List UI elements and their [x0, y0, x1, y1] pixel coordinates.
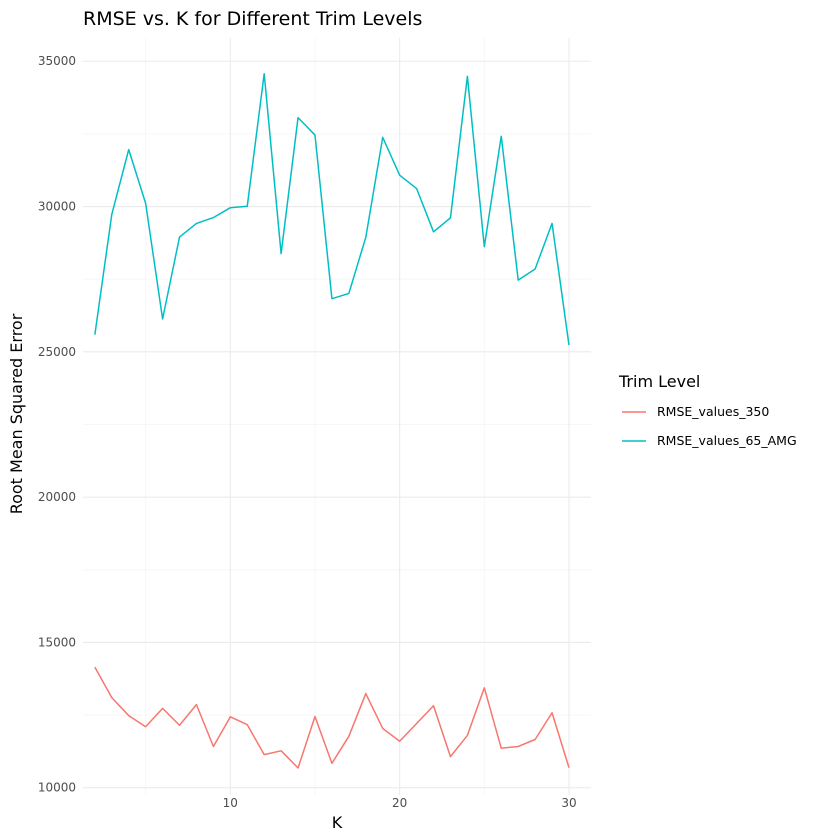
- x-tick-label: 10: [223, 796, 238, 810]
- y-tick-label: 20000: [38, 490, 76, 504]
- x-axis-tick-labels: 10 20 30: [223, 796, 577, 810]
- y-axis-tick-labels: 10000 15000 20000 25000 30000 35000: [38, 54, 76, 794]
- y-tick-label: 10000: [38, 781, 76, 795]
- major-gridlines: [83, 38, 591, 795]
- chart-title: RMSE vs. K for Different Trim Levels: [83, 8, 422, 30]
- y-tick-label: 35000: [38, 54, 76, 68]
- legend-label-series-1: RMSE_values_350: [657, 404, 769, 419]
- legend-title: Trim Level: [618, 372, 700, 391]
- legend: Trim Level RMSE_values_350 RMSE_values_6…: [618, 372, 797, 448]
- y-tick-label: 30000: [38, 200, 76, 214]
- x-tick-label: 20: [392, 796, 407, 810]
- x-axis-title: K: [332, 813, 343, 832]
- y-tick-label: 25000: [38, 345, 76, 359]
- series-line-2: [94, 72, 570, 346]
- legend-label-series-2: RMSE_values_65_AMG: [657, 433, 797, 448]
- series-line-1: [94, 666, 570, 769]
- x-tick-label: 30: [561, 796, 576, 810]
- series-lines: [94, 72, 570, 769]
- y-tick-label: 15000: [38, 635, 76, 649]
- minor-gridlines: [83, 38, 591, 795]
- y-axis-title: Root Mean Squared Error: [7, 313, 26, 514]
